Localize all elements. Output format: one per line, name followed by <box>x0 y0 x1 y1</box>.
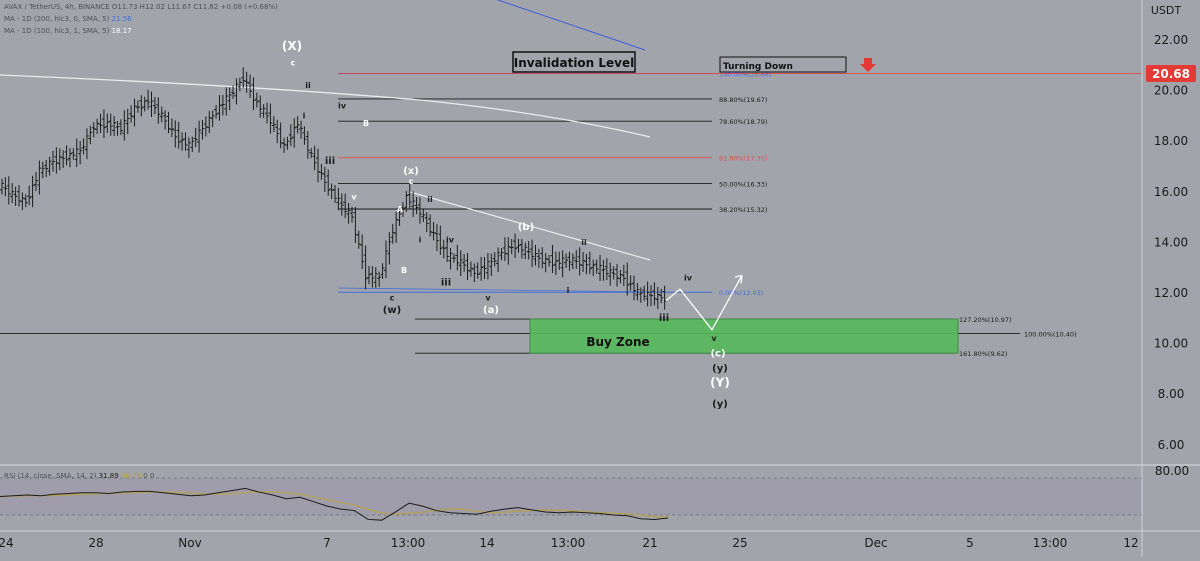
wave-label: iv <box>338 101 347 110</box>
rsi-axis-label: 80.00 <box>1155 464 1189 478</box>
legend-ma1: MA - 1D (200, hlc3, 0, SMA, 5) 21.56 <box>4 15 132 23</box>
wave-label: i <box>303 111 306 120</box>
last-price-bg <box>1146 65 1196 82</box>
wave-label: v <box>485 294 491 303</box>
projection[interactable] <box>665 274 743 331</box>
x-tick-label: 28 <box>88 536 103 550</box>
wave-label: c <box>390 294 395 303</box>
last-price-value: 20.68 <box>1152 67 1190 81</box>
y-tick-label: 22.00 <box>1154 33 1188 47</box>
wave-label: (x) <box>403 166 419 177</box>
projection-path[interactable] <box>665 274 743 331</box>
wave-label: iii <box>441 277 451 288</box>
x-tick-label: 25 <box>732 536 747 550</box>
wave-label: i <box>567 286 570 295</box>
wave-label: ii <box>427 195 433 204</box>
support-line <box>337 287 656 293</box>
fib-label: 78.60%(18.79) <box>719 118 767 126</box>
fib-label: 50.00%(16.33) <box>719 180 767 188</box>
x-tick-label: Dec <box>864 536 887 550</box>
extension-label: 127.20%(10.97) <box>959 316 1012 324</box>
wave-label: iii <box>325 156 335 167</box>
invalidation-box <box>512 51 636 73</box>
wave-label: (y) <box>712 363 728 374</box>
buy-zone-group[interactable] <box>529 318 959 354</box>
x-tick-label: 7 <box>323 536 331 550</box>
wave-label: iii <box>659 313 669 324</box>
wave-label: (Y) <box>710 376 730 390</box>
x-tick-label: 5 <box>966 536 974 550</box>
down-arrow-icon <box>860 58 876 72</box>
x-tick-label: 13:00 <box>551 536 586 550</box>
wave-label: (c) <box>710 348 725 359</box>
wave-label: (X) <box>282 39 302 53</box>
extension-label: 100.00%(10.40) <box>1024 330 1077 338</box>
y-tick-label: 20.00 <box>1154 84 1188 98</box>
wave-label: ii <box>305 81 311 90</box>
currency-label: USDT <box>1151 4 1182 17</box>
rsi-pane <box>0 477 1142 521</box>
legend-rsi: RSI (14, close, SMA, 14, 2) 31.89 36.78 … <box>4 472 154 480</box>
wave-label: B <box>363 119 369 128</box>
wave-label: iv <box>446 235 455 244</box>
wave-label: (y) <box>712 399 728 410</box>
y-tick-label: 14.00 <box>1154 235 1188 249</box>
legend-ma2: MA - 1D (100, hlc3, 1, SMA, 5) 18.17 <box>4 27 132 35</box>
extension-label: 161.80%(9.62) <box>959 350 1007 358</box>
y-tick-label: 12.00 <box>1154 286 1188 300</box>
rsi-line <box>0 487 669 521</box>
wave-label: (w) <box>383 305 401 316</box>
wave-label: (a) <box>483 305 499 316</box>
wave-label: v <box>351 192 357 201</box>
wave-label: (b) <box>518 222 534 233</box>
turning-down-box <box>719 56 847 73</box>
wave-label: iv <box>684 273 693 282</box>
wave-label: v <box>711 334 717 343</box>
ma-200-line <box>497 0 646 51</box>
legend: AVAX / TetherUS, 4h, BINANCE O11.73 H12.… <box>4 3 278 480</box>
trend-line <box>409 191 651 261</box>
legend-symbol: AVAX / TetherUS, 4h, BINANCE O11.73 H12.… <box>4 3 278 11</box>
wave-label: ii <box>581 238 587 247</box>
y-tick-label: 16.00 <box>1154 185 1188 199</box>
last-price-badge: 20.68 <box>1146 65 1196 82</box>
x-tick-label: 21 <box>642 536 657 550</box>
y-tick-label: 18.00 <box>1154 134 1188 148</box>
x-tick-label: 13:00 <box>391 536 426 550</box>
wave-label: B <box>401 266 407 275</box>
x-tick-label: 24 <box>0 536 14 550</box>
candles <box>0 67 667 310</box>
invalidation-annotation[interactable]: Invalidation Level <box>512 51 636 73</box>
x-tick-label: 14 <box>479 536 494 550</box>
x-tick-label: 12 <box>1123 536 1138 550</box>
fib-label: 38.20%(15.32) <box>719 206 767 214</box>
fib-label: 0.00%(12.03) <box>719 289 763 297</box>
fib-label: 61.80%(17.35) <box>719 155 767 163</box>
wave-label: i <box>419 235 422 244</box>
buy-zone-box[interactable] <box>529 318 959 354</box>
ma-100-line <box>0 74 651 138</box>
invalidation-label: Invalidation Level <box>514 56 635 70</box>
moving-averages <box>0 0 656 293</box>
fib-label: 88.80%(19.67) <box>719 96 767 104</box>
y-tick-label: 6.00 <box>1158 438 1185 452</box>
turning-down-label: Turning Down <box>723 62 793 72</box>
wave-label: A <box>397 205 404 214</box>
wave-label: c <box>409 177 414 186</box>
buy-zone-label: Buy Zone <box>586 335 649 349</box>
x-tick-label: 13:00 <box>1033 536 1068 550</box>
fib-label: 100.00%(20.68) <box>719 70 772 78</box>
wave-label: c <box>291 58 296 67</box>
projection-arrowhead <box>734 274 743 284</box>
y-tick-label: 8.00 <box>1158 387 1185 401</box>
rsi-band <box>0 478 1142 515</box>
y-tick-label: 10.00 <box>1154 337 1188 351</box>
x-tick-label: Nov <box>178 536 201 550</box>
turning-down-annotation[interactable]: Turning Down <box>719 56 876 73</box>
